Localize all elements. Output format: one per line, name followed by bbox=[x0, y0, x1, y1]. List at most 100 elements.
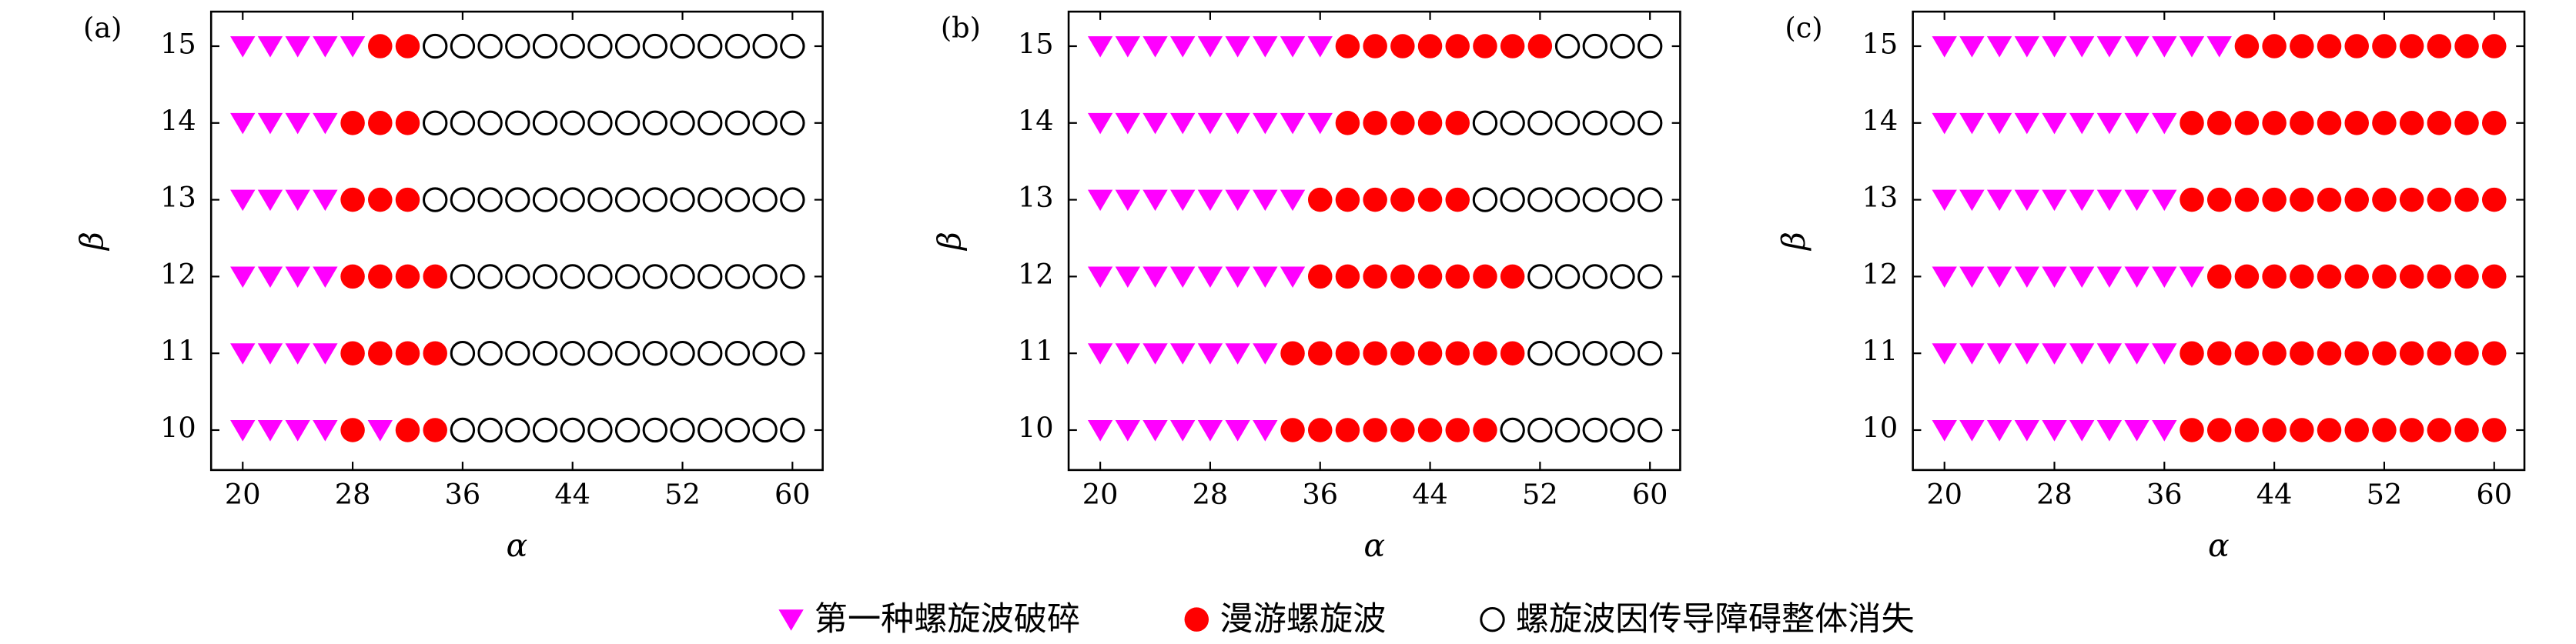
circle-marker bbox=[2481, 111, 2507, 135]
triangle-marker bbox=[1307, 36, 1333, 58]
circle-marker bbox=[2262, 34, 2287, 58]
circle-marker bbox=[1307, 341, 1333, 365]
circle-marker bbox=[1390, 187, 1415, 212]
circle-marker bbox=[2372, 187, 2397, 212]
open-circle-marker bbox=[614, 110, 641, 136]
circle-marker bbox=[2344, 264, 2369, 289]
triangle-marker bbox=[1959, 343, 1985, 365]
open-circle-marker bbox=[724, 417, 751, 443]
open-circle-marker bbox=[532, 341, 558, 366]
x-tick-label: 36 bbox=[1302, 478, 1338, 511]
triangle-marker bbox=[285, 112, 310, 135]
open-circle-marker bbox=[780, 341, 805, 366]
triangle-marker bbox=[285, 189, 310, 212]
triangle-marker bbox=[778, 609, 804, 631]
circle-marker bbox=[340, 264, 365, 289]
circle-marker bbox=[1390, 341, 1415, 365]
x-tick-label: 36 bbox=[2146, 478, 2183, 511]
circle-marker bbox=[2206, 111, 2232, 135]
legend: 第一种螺旋波破碎 漫游螺旋波 螺旋波因传导障碍整体消失 bbox=[778, 600, 1915, 639]
circle-marker bbox=[1363, 341, 1387, 365]
open-circle-marker bbox=[423, 110, 448, 136]
open-circle-marker bbox=[670, 33, 695, 59]
open-circle-marker bbox=[1582, 187, 1607, 212]
open-circle-marker bbox=[505, 417, 530, 443]
triangle-marker bbox=[1253, 343, 1278, 365]
open-circle-marker bbox=[1500, 110, 1525, 136]
circle-marker bbox=[2454, 418, 2479, 442]
circle-marker bbox=[423, 264, 447, 289]
circle-marker bbox=[2317, 264, 2342, 289]
panel-label: (c) bbox=[1785, 11, 1822, 44]
triangle-marker bbox=[1115, 189, 1141, 212]
open-circle-marker bbox=[1527, 417, 1553, 443]
open-circle-marker bbox=[724, 341, 751, 366]
circle-marker bbox=[1184, 607, 1209, 632]
triangle-marker bbox=[313, 112, 338, 135]
open-circle-marker bbox=[477, 33, 503, 59]
circle-marker bbox=[2317, 341, 2342, 365]
triangle-marker bbox=[1087, 420, 1113, 442]
open-circle-marker bbox=[423, 187, 448, 212]
open-circle-marker bbox=[642, 264, 667, 289]
triangle-marker bbox=[2014, 266, 2039, 288]
open-circle-marker bbox=[1527, 110, 1553, 136]
triangle-marker bbox=[1115, 420, 1141, 442]
triangle-marker bbox=[1225, 343, 1250, 365]
y-tick-label: 10 bbox=[1862, 411, 1899, 444]
triangle-marker bbox=[1280, 266, 1306, 288]
circle-marker bbox=[2262, 418, 2287, 442]
panel-label: (b) bbox=[941, 11, 981, 44]
triangle-marker bbox=[1115, 343, 1141, 365]
circle-marker bbox=[395, 264, 420, 289]
circle-marker bbox=[1335, 341, 1360, 365]
open-circle-marker bbox=[532, 187, 558, 212]
triangle-marker bbox=[2124, 36, 2149, 58]
circle-marker bbox=[2344, 187, 2369, 212]
circle-marker bbox=[1445, 264, 1470, 289]
triangle-marker bbox=[230, 266, 256, 288]
triangle-marker bbox=[1280, 112, 1306, 135]
open-circle-marker bbox=[587, 110, 613, 136]
open-circle-marker bbox=[670, 341, 695, 366]
open-circle-marker bbox=[698, 187, 723, 212]
x-tick-label: 52 bbox=[2367, 478, 2403, 511]
legend-label: 漫游螺旋波 bbox=[1219, 600, 1386, 639]
triangle-marker bbox=[1197, 112, 1223, 135]
open-circle-marker bbox=[505, 110, 530, 136]
triangle-marker bbox=[1225, 420, 1250, 442]
circle-marker bbox=[1335, 264, 1360, 289]
x-tick-label: 28 bbox=[335, 478, 371, 511]
circle-marker bbox=[2234, 264, 2260, 289]
triangle-marker bbox=[2014, 420, 2039, 442]
circle-marker bbox=[2372, 34, 2397, 58]
open-circle-marker bbox=[780, 33, 805, 59]
open-circle-marker bbox=[1500, 417, 1525, 443]
triangle-marker bbox=[257, 266, 283, 288]
open-circle-marker bbox=[1582, 110, 1607, 136]
open-circle-marker bbox=[1554, 341, 1581, 366]
open-circle-marker bbox=[780, 264, 805, 289]
open-circle-marker bbox=[724, 33, 751, 59]
open-circle-marker bbox=[1554, 110, 1581, 136]
x-tick-label: 28 bbox=[1193, 478, 1229, 511]
triangle-marker bbox=[2124, 112, 2149, 135]
triangle-marker bbox=[230, 420, 256, 442]
triangle-marker bbox=[2069, 189, 2095, 212]
circle-marker bbox=[2180, 418, 2204, 442]
open-circle-marker bbox=[587, 33, 613, 59]
y-tick-label: 14 bbox=[160, 104, 196, 137]
y-axis-label: β bbox=[74, 232, 111, 252]
y-tick-label: 10 bbox=[160, 411, 196, 444]
open-circle-marker bbox=[614, 341, 641, 366]
circle-marker bbox=[2372, 341, 2397, 365]
circle-marker bbox=[2427, 187, 2452, 212]
triangle-marker bbox=[313, 36, 338, 58]
triangle-marker bbox=[1225, 266, 1250, 288]
open-circle-marker bbox=[752, 264, 778, 289]
y-tick-label: 15 bbox=[1018, 28, 1054, 61]
x-axis-label: α bbox=[2208, 527, 2230, 564]
circle-marker bbox=[1500, 264, 1525, 289]
triangle-marker bbox=[2124, 343, 2149, 365]
x-tick-label: 44 bbox=[554, 478, 590, 511]
